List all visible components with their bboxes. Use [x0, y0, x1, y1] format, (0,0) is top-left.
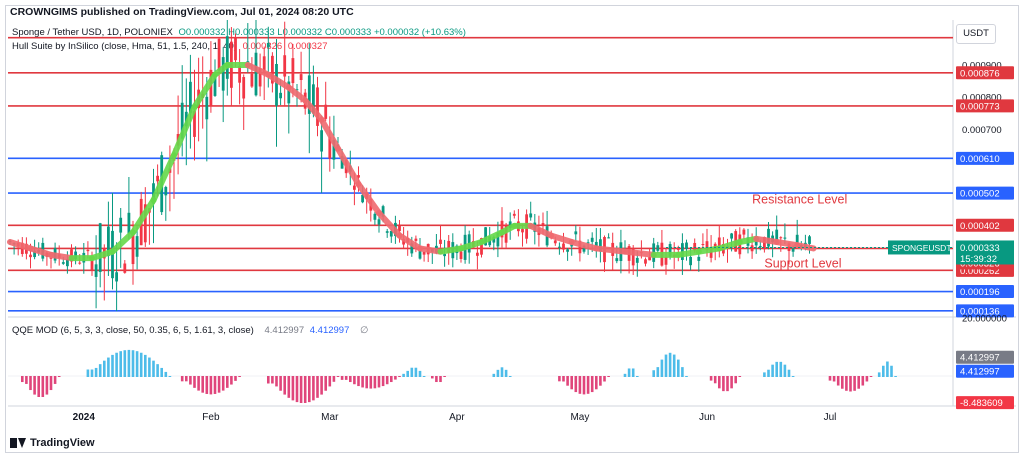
publish-header: CROWNGIMS published on TradingView.com, …: [10, 6, 354, 18]
qqe-value-1: 4.412997: [264, 325, 305, 336]
qqe-legend: QQE MOD (6, 5, 3, 3, close, 50, 0.35, 6,…: [12, 325, 368, 336]
tradingview-logo-icon: [10, 438, 26, 448]
currency-button[interactable]: USDT: [956, 24, 996, 44]
hull-name[interactable]: Hull Suite by InSilico (close, Hma, 51, …: [12, 41, 237, 52]
qqe-value-3: ∅: [360, 325, 369, 336]
qqe-name[interactable]: QQE MOD (6, 5, 3, 3, close, 50, 0.35, 6,…: [12, 325, 254, 336]
qqe-value-2: 4.412997: [309, 325, 350, 336]
hull-value-2: 0.000327: [287, 41, 328, 52]
symbol-legend: Sponge / Tether USD, 1D, POLONIEX O0.000…: [12, 27, 466, 38]
ohlc-values: O0.000332 H0.000333 L0.000332 C0.000333 …: [178, 27, 466, 38]
hull-legend: Hull Suite by InSilico (close, Hma, 51, …: [12, 41, 327, 52]
hull-value-1: 0.000326: [242, 41, 283, 52]
tradingview-brand[interactable]: TradingView: [10, 437, 95, 449]
chart-frame: [5, 5, 1019, 453]
brand-label: TradingView: [30, 437, 95, 449]
symbol-name[interactable]: Sponge / Tether USD, 1D, POLONIEX: [12, 27, 173, 38]
